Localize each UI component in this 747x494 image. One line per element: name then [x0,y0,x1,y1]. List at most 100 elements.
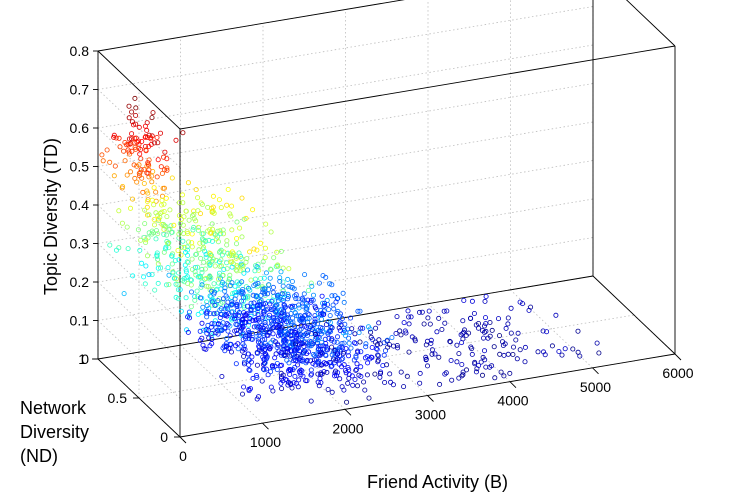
data-point [154,250,160,256]
data-point [176,270,182,276]
data-point [239,195,245,201]
data-point [401,320,407,326]
data-point [365,360,371,366]
data-point [178,252,184,258]
data-point [297,327,303,333]
data-point [372,339,378,345]
data-point [263,352,269,358]
data-point [342,368,348,374]
data-point [184,259,190,265]
data-point [237,225,243,231]
data-point [194,288,200,294]
data-point [193,187,199,193]
data-point [219,312,225,318]
data-point [255,311,261,317]
side-gridline-z [97,320,181,399]
data-point [233,312,239,318]
data-point [251,300,257,306]
data-point [308,280,314,286]
data-point [216,197,222,203]
data-point [556,348,562,354]
data-point [358,364,364,370]
data-point [248,300,254,306]
data-point [203,254,209,260]
data-point [188,289,194,295]
data-point [259,316,265,322]
data-point [320,300,326,306]
data-point [469,298,475,304]
data-point [184,244,190,250]
data-point [309,283,315,289]
data-point [266,312,272,318]
data-point [210,204,216,210]
box-edge-back [97,275,594,360]
data-point [373,325,379,331]
data-point [363,344,369,350]
box-edge-front [179,45,676,130]
data-point [253,372,259,378]
data-point [300,334,306,340]
data-point [391,343,397,349]
data-point [313,330,319,336]
data-point [200,246,206,252]
data-point [272,363,278,369]
data-point [260,337,266,343]
data-point [365,324,371,330]
data-point [291,356,297,362]
data-point [197,295,203,301]
data-point [185,252,191,258]
x-tick-label: 0 [179,448,187,464]
data-point [337,313,343,319]
data-point [460,369,466,375]
data-point [241,384,247,390]
data-point [219,327,225,333]
data-point [322,300,328,306]
z-tick-label: 0.8 [70,43,90,59]
box-edge-front [97,50,181,130]
data-point [329,325,335,331]
data-point [224,202,230,208]
data-point [121,291,127,297]
data-point [261,356,267,362]
data-point [200,304,206,310]
data-point [144,204,150,210]
data-point [241,359,247,365]
data-point [219,252,225,258]
x-tick-mark [427,395,434,402]
data-point [348,345,354,351]
data-point [337,376,343,382]
data-point [342,321,348,327]
data-point [138,156,144,162]
data-point [266,282,272,288]
data-point [254,247,260,253]
data-point [301,319,307,325]
data-point [261,311,267,317]
data-point [247,249,253,255]
data-point [224,321,230,327]
data-point [339,340,345,346]
data-point [460,330,466,336]
data-point [209,321,215,327]
data-point [217,228,223,234]
data-point [263,270,269,276]
data-point [291,354,297,360]
data-point [251,246,257,252]
data-point [185,230,191,236]
data-point [306,338,312,344]
data-point [144,120,150,126]
data-point [290,319,296,325]
data-point [189,266,195,272]
data-point [181,279,187,285]
data-point [513,337,519,343]
data-point [316,358,322,364]
data-point [203,283,209,289]
data-point [186,217,192,223]
data-point [239,279,245,285]
data-point [199,201,205,207]
data-point [193,251,199,257]
data-point [478,359,484,365]
data-point [244,256,250,262]
data-point [232,283,238,289]
data-point [133,105,139,111]
data-point [349,326,355,332]
